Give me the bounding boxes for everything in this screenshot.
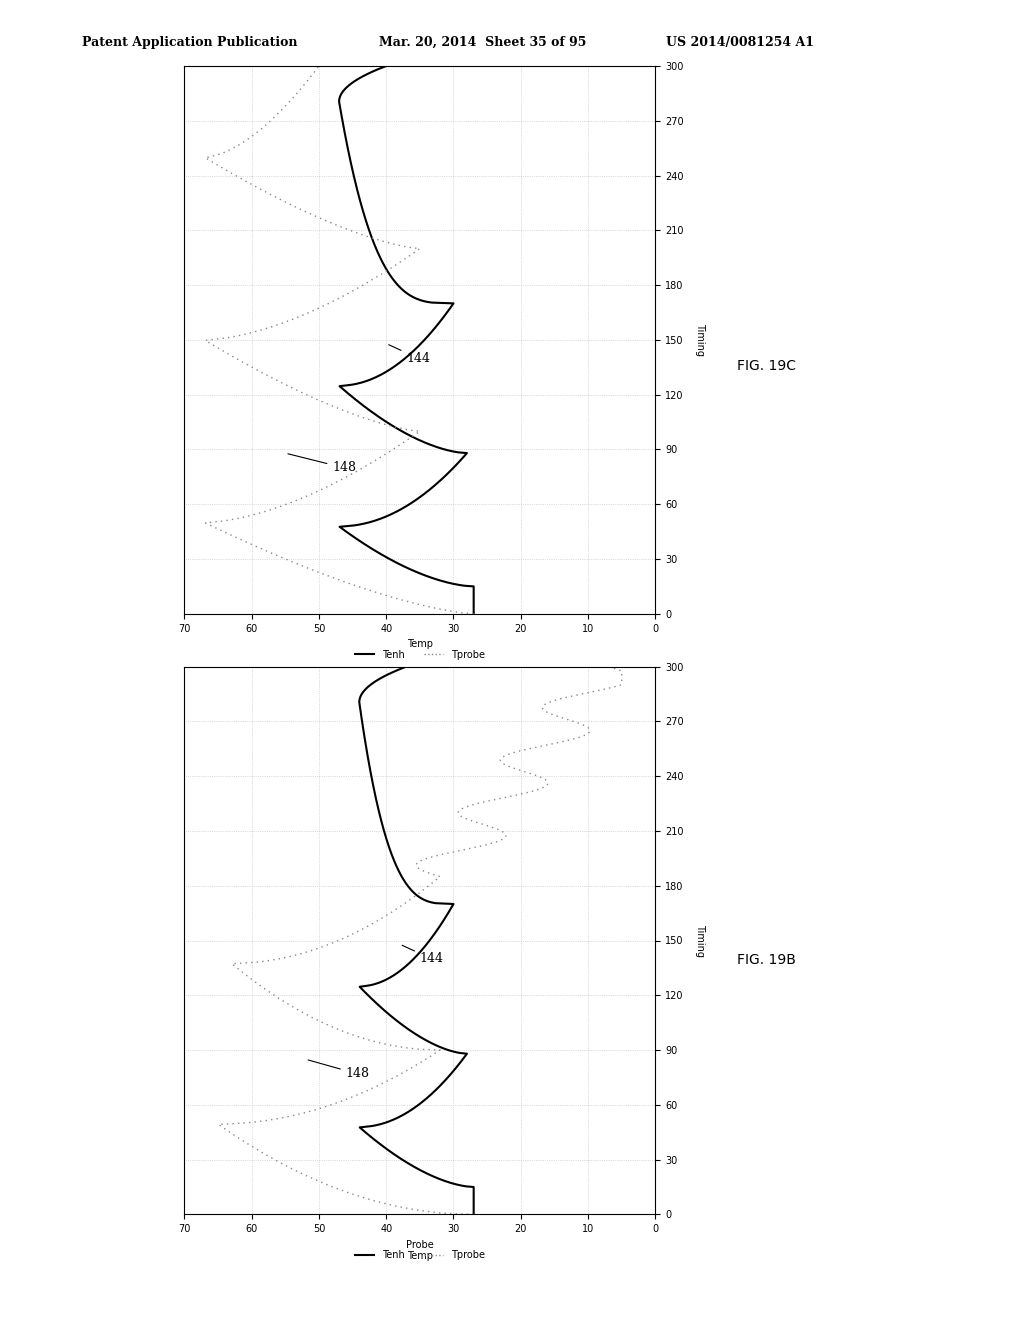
Text: US 2014/0081254 A1: US 2014/0081254 A1 xyxy=(666,36,814,49)
Text: FIG. 19B: FIG. 19B xyxy=(737,953,796,966)
Text: 148: 148 xyxy=(308,1060,370,1081)
Legend: Tenh, Tprobe: Tenh, Tprobe xyxy=(350,1246,489,1265)
Legend: Tenh, Tprobe: Tenh, Tprobe xyxy=(350,645,489,664)
Y-axis label: Timing: Timing xyxy=(694,924,705,957)
Text: Patent Application Publication: Patent Application Publication xyxy=(82,36,297,49)
Text: 148: 148 xyxy=(288,454,356,474)
Text: 144: 144 xyxy=(389,345,430,364)
X-axis label: Temp: Temp xyxy=(407,639,433,649)
Y-axis label: Timing: Timing xyxy=(694,323,705,356)
Text: FIG. 19C: FIG. 19C xyxy=(737,359,797,372)
X-axis label: Probe
Temp: Probe Temp xyxy=(406,1239,434,1262)
Text: Mar. 20, 2014  Sheet 35 of 95: Mar. 20, 2014 Sheet 35 of 95 xyxy=(379,36,587,49)
Text: 144: 144 xyxy=(402,945,443,965)
